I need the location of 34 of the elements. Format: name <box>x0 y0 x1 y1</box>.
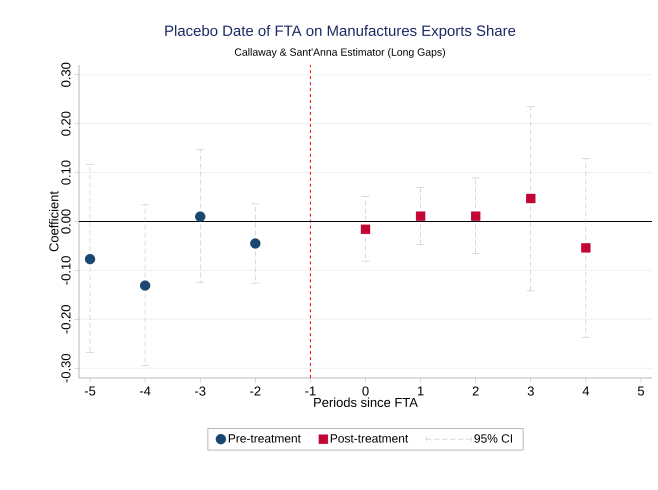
point <box>250 238 260 249</box>
point <box>416 211 426 221</box>
legend-label: Pre-treatment <box>228 434 301 443</box>
text: 95% CI <box>474 434 512 443</box>
y-tick-label: 0.30 <box>61 62 71 87</box>
y-tick-label: -0.30 <box>61 354 71 382</box>
y-axis-title: Coefficient <box>48 191 58 252</box>
point <box>581 243 591 253</box>
y-tick-label: 0.10 <box>61 160 71 185</box>
y-tick-label: -0.10 <box>61 256 71 285</box>
x-tick-label: 5 <box>638 386 644 396</box>
x-tick-label: 0 <box>362 386 369 396</box>
x-tick-label: -1 <box>305 386 316 396</box>
y-tick-label: 0.00 <box>61 209 71 234</box>
x-tick-label: -5 <box>84 386 96 396</box>
x-tick-label: -3 <box>195 386 206 396</box>
x-tick-label: 3 <box>528 386 534 396</box>
point <box>140 280 150 291</box>
point <box>360 224 370 234</box>
x-tick-label: -2 <box>250 386 260 396</box>
chart-title: Placebo Date of FTA on Manufactures Exports Share <box>165 25 516 39</box>
legend-label: Post-treatment <box>330 434 408 443</box>
x-axis-title: Periods since FTA <box>314 398 418 408</box>
chart-subtitle: Callaway & Sant'Anna Estimator (Long Gaps) <box>234 48 445 58</box>
point <box>526 194 536 204</box>
x-tick-label: 1 <box>418 386 424 396</box>
x-tick-label: 4 <box>582 386 590 396</box>
point <box>195 211 206 222</box>
x-tick-label: 2 <box>472 386 479 396</box>
point <box>84 254 96 264</box>
point <box>471 211 480 221</box>
x-tick-label: -4 <box>140 386 151 396</box>
y-tick-label: 0.20 <box>61 112 71 136</box>
y-tick-label: -0.20 <box>61 305 71 334</box>
